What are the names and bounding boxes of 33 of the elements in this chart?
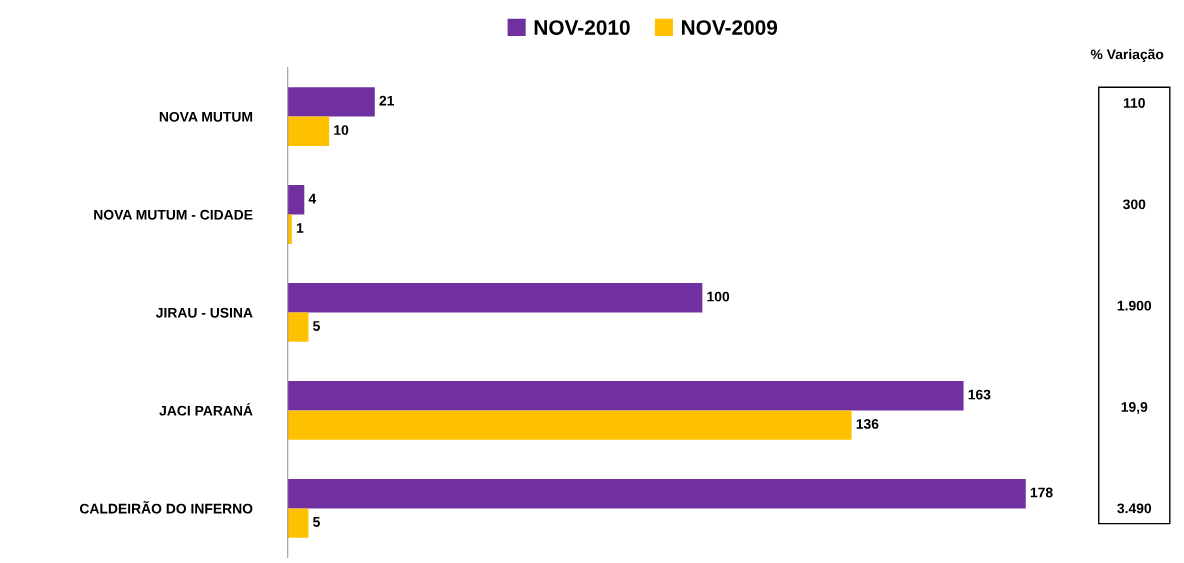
legend-label: NOV-2010 xyxy=(534,20,630,35)
bar xyxy=(287,283,703,313)
data-label: 21 xyxy=(379,95,395,106)
bar xyxy=(287,116,330,146)
y-tick-label: NOVA MUTUM - CIDADE xyxy=(94,209,253,220)
text: 19,9 xyxy=(1121,402,1148,414)
data-label: 136 xyxy=(856,419,879,429)
bar xyxy=(287,312,309,342)
data-label: 10 xyxy=(334,125,349,135)
bar xyxy=(287,87,375,117)
y-tick-label: JIRAU - USINA xyxy=(155,307,253,318)
text: 110 xyxy=(1123,98,1145,108)
data-label: 163 xyxy=(968,389,991,400)
data-label: 1 xyxy=(296,223,304,233)
data-label: 100 xyxy=(707,291,730,302)
bar xyxy=(287,185,305,215)
bar xyxy=(287,214,292,244)
data-label: 4 xyxy=(308,193,317,204)
bar xyxy=(287,479,1026,509)
text: 3.490 xyxy=(1117,503,1152,514)
y-tick-label: NOVA MUTUM xyxy=(159,111,253,122)
bar xyxy=(287,381,964,411)
data-label: 178 xyxy=(1030,487,1053,498)
legend-label: NOV-2009 xyxy=(681,20,778,35)
bar xyxy=(287,508,309,538)
text: % Variação xyxy=(1090,49,1164,62)
text: 300 xyxy=(1123,199,1146,210)
y-tick-label: CALDEIRÃO DO INFERNO xyxy=(79,501,253,514)
y-tick-label: JACI PARANÁ xyxy=(159,403,253,416)
bar xyxy=(287,410,852,440)
text: 1.900 xyxy=(1117,300,1152,311)
data-label: 5 xyxy=(313,517,320,527)
data-label: 5 xyxy=(313,321,320,331)
